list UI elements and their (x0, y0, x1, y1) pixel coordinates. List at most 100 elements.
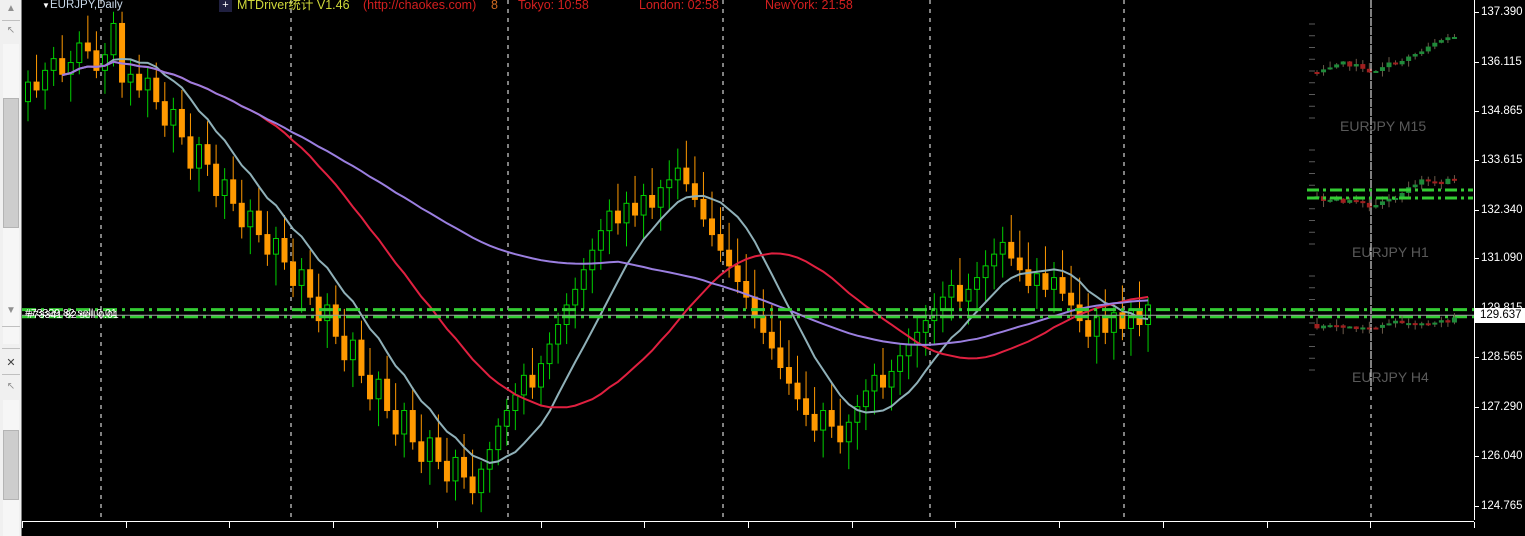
candle-body (272, 237, 279, 255)
mini-candle-body (1425, 179, 1431, 182)
candle-body (580, 269, 587, 290)
chart-canvas[interactable]: ▼ EURJPY,Daily + MTDriver统计 V1.46 (http:… (22, 0, 1474, 536)
mini-candle-body (1406, 323, 1412, 326)
mini-candle-body (1425, 46, 1431, 52)
scroll-down-arrow-icon[interactable]: ▼ (6, 305, 16, 316)
indicator-suffix-label: 8 (491, 0, 498, 12)
candle-body (1059, 277, 1066, 294)
price-label: 133.615 (1481, 153, 1523, 166)
candle-body (452, 456, 459, 482)
mini-candle-body (1379, 67, 1385, 71)
candle-body (213, 163, 220, 196)
candle-body (614, 210, 621, 224)
candle-body (358, 339, 365, 376)
candle-body (845, 421, 852, 443)
candle-body (384, 378, 391, 412)
price-tick (1475, 209, 1479, 211)
candle-body (649, 194, 656, 208)
scroll-up-arrow-icon[interactable]: ▲ (6, 3, 16, 14)
time-axis[interactable] (22, 521, 1475, 536)
mini-candle-body (1334, 325, 1340, 328)
candle-body (469, 476, 476, 494)
candle-body (238, 202, 245, 228)
candle-body (255, 210, 262, 236)
candle-body (1085, 320, 1092, 337)
symbol-dropdown-caret-icon[interactable]: ▼ (42, 1, 50, 10)
candle-body (777, 347, 784, 369)
candle-body (640, 194, 647, 216)
candle-body (691, 183, 698, 200)
mini-candle-body (1393, 320, 1399, 324)
candle-body (1119, 312, 1126, 329)
candle-body (520, 374, 527, 396)
mini-chart-panels (1307, 4, 1473, 388)
candle-body (1145, 304, 1152, 326)
order-lines (22, 308, 1474, 319)
price-label: 131.090 (1481, 252, 1523, 265)
session-newyork-label: NewYork: 21:58 (765, 0, 853, 12)
candle-body (811, 413, 818, 431)
candle-body (1093, 316, 1100, 337)
candlestick-plot (22, 0, 1474, 520)
close-icon[interactable]: ✕ (6, 357, 16, 369)
mini-candle-body (1445, 320, 1451, 323)
mini-chart-h1[interactable] (1307, 130, 1473, 262)
candle-body (341, 335, 348, 361)
panel-scroll-thumb[interactable] (3, 98, 19, 228)
candle-body (170, 108, 177, 126)
price-label: 132.340 (1481, 203, 1523, 216)
mini-candle-body (1314, 324, 1320, 329)
candle-body (939, 296, 946, 310)
candle-body (461, 456, 468, 478)
mini-candle-body (1432, 42, 1438, 47)
mini-chart-m15[interactable] (1309, 4, 1457, 136)
indicator-name-label: MTDriver统计 V1.46 (237, 0, 350, 12)
candle-body (1068, 292, 1075, 306)
indicator-url-label[interactable]: (http://chaokes.com) (363, 0, 477, 12)
candle-body (982, 265, 989, 279)
candle-body (683, 167, 690, 185)
mini-candle-body (1347, 200, 1353, 203)
mini-candle-body (1340, 198, 1346, 203)
candle-body (290, 261, 297, 286)
candle-body (119, 22, 126, 83)
price-tick (1475, 505, 1479, 507)
candle-body (1033, 273, 1040, 286)
candle-body (101, 54, 108, 71)
candle-body (76, 42, 83, 64)
time-tick (1474, 522, 1475, 528)
candle-body (409, 410, 416, 443)
candle-body (230, 179, 237, 204)
ma-slow-purple (61, 60, 1149, 346)
candle-body (401, 410, 408, 435)
session-london-label: London: 02:58 (639, 0, 719, 12)
candle-body (760, 316, 767, 333)
candle-body (486, 449, 493, 470)
session-tokyo-label: Tokyo: 10:58 (518, 0, 589, 12)
mini-candle-body (1340, 325, 1346, 328)
price-label: 127.290 (1481, 401, 1523, 413)
price-scale[interactable]: 129.637 137.390 136.115 134.865 133.615 132.… (1474, 0, 1525, 520)
mini-chart-h4[interactable] (1309, 256, 1457, 388)
candle-body (709, 218, 715, 236)
panel-divider-2 (2, 326, 20, 327)
mini-candle-body (1451, 37, 1457, 40)
time-tick (229, 522, 230, 528)
indicator-toggle-button[interactable]: + (219, 0, 232, 12)
mini-candle-body (1353, 200, 1359, 203)
price-tick (1475, 61, 1479, 63)
collapse-arrow-icon-2[interactable]: ↖ (6, 381, 16, 392)
candle-body (298, 269, 305, 286)
mini-candle-body (1399, 320, 1405, 324)
panel-scroll-thumb-2[interactable] (3, 430, 19, 500)
mini-candle-body (1386, 198, 1392, 202)
candle-body (589, 249, 596, 271)
mini-candle-body (1334, 64, 1340, 68)
left-dock-panel[interactable]: ▲ ↖ ▼ ✕ ↖ (0, 0, 22, 536)
collapse-arrow-icon[interactable]: ↖ (6, 25, 16, 36)
candle-body (674, 167, 681, 181)
candle-body (563, 304, 570, 326)
candle-body (529, 374, 536, 388)
mini-candle-body (1314, 72, 1320, 74)
